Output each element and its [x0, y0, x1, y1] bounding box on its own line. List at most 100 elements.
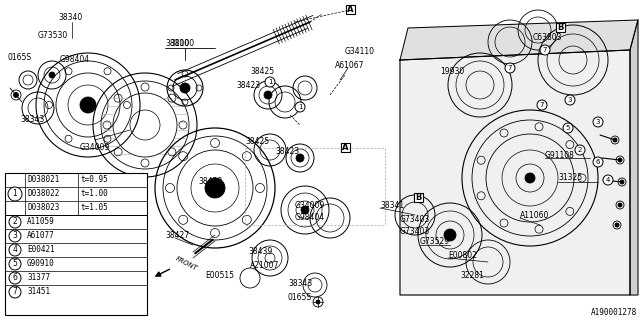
Circle shape: [9, 272, 21, 284]
Text: D038023: D038023: [28, 204, 60, 212]
Text: 3: 3: [568, 97, 572, 103]
Text: 38100: 38100: [165, 38, 189, 47]
Text: 0165S: 0165S: [288, 293, 312, 302]
Circle shape: [296, 154, 304, 162]
Text: FRONT: FRONT: [174, 256, 198, 272]
Text: E00421: E00421: [27, 245, 55, 254]
Circle shape: [505, 63, 515, 73]
Circle shape: [301, 206, 309, 214]
Text: 38340: 38340: [58, 12, 83, 21]
Text: A190001278: A190001278: [591, 308, 637, 317]
Text: 7: 7: [543, 47, 547, 53]
Text: 3: 3: [596, 119, 600, 125]
Text: t=0.95: t=0.95: [80, 175, 108, 185]
Circle shape: [316, 300, 320, 304]
Text: B: B: [557, 23, 564, 32]
Circle shape: [9, 230, 21, 242]
Text: A21007: A21007: [250, 260, 280, 269]
Circle shape: [180, 83, 190, 93]
Text: 38343: 38343: [288, 278, 312, 287]
Circle shape: [525, 173, 535, 183]
Text: C63803: C63803: [533, 34, 563, 43]
Text: t=1.05: t=1.05: [80, 204, 108, 212]
Circle shape: [565, 95, 575, 105]
Text: 38343: 38343: [20, 116, 44, 124]
Text: 4: 4: [13, 245, 17, 254]
Text: G34110: G34110: [345, 47, 375, 57]
Text: 5: 5: [13, 260, 17, 268]
Circle shape: [540, 45, 550, 55]
Circle shape: [295, 102, 305, 112]
Circle shape: [563, 123, 573, 133]
Text: 0165S: 0165S: [8, 52, 32, 61]
Circle shape: [444, 229, 456, 241]
Text: 38100: 38100: [170, 38, 194, 47]
Text: G98404: G98404: [295, 213, 325, 222]
Text: E00802: E00802: [448, 251, 477, 260]
Text: D038021: D038021: [28, 175, 60, 185]
Text: A61067: A61067: [335, 60, 365, 69]
FancyArrowPatch shape: [195, 240, 213, 253]
Circle shape: [620, 180, 624, 184]
Circle shape: [615, 223, 619, 227]
Text: B: B: [415, 193, 422, 202]
Text: t=1.00: t=1.00: [80, 189, 108, 198]
Text: G91108: G91108: [545, 150, 575, 159]
Bar: [556, 23, 565, 32]
Text: 4: 4: [606, 177, 610, 183]
Circle shape: [80, 97, 96, 113]
Text: 38425: 38425: [245, 138, 269, 147]
Text: 7: 7: [540, 102, 544, 108]
Polygon shape: [400, 50, 630, 295]
Circle shape: [13, 92, 19, 98]
Text: 6: 6: [13, 274, 17, 283]
Text: 38341: 38341: [380, 201, 404, 210]
Circle shape: [8, 187, 22, 201]
Circle shape: [9, 216, 21, 228]
Text: G98404: G98404: [60, 55, 90, 65]
Circle shape: [618, 203, 622, 207]
Text: 31377: 31377: [27, 274, 50, 283]
Text: 1: 1: [268, 79, 272, 85]
Text: 38423: 38423: [275, 148, 299, 156]
Circle shape: [49, 72, 55, 78]
Text: D038022: D038022: [28, 189, 60, 198]
Polygon shape: [400, 20, 638, 60]
Text: A11059: A11059: [27, 218, 55, 227]
Text: G34009: G34009: [295, 201, 325, 210]
Text: A: A: [348, 5, 354, 14]
Bar: [5, 173, 147, 215]
Text: E00515: E00515: [205, 270, 234, 279]
Text: 31325: 31325: [558, 173, 582, 182]
Bar: [5, 173, 147, 315]
Text: 38423: 38423: [236, 81, 260, 90]
Circle shape: [603, 175, 613, 185]
Text: G90910: G90910: [27, 260, 55, 268]
Circle shape: [593, 157, 603, 167]
Text: 38439: 38439: [248, 247, 272, 257]
Text: G73403: G73403: [400, 228, 430, 236]
Text: 38425: 38425: [250, 68, 274, 76]
Circle shape: [537, 100, 547, 110]
Bar: [346, 5, 355, 14]
Circle shape: [613, 138, 617, 142]
Circle shape: [264, 91, 272, 99]
Text: 2: 2: [13, 218, 17, 227]
Circle shape: [9, 244, 21, 256]
Text: 31451: 31451: [27, 287, 50, 297]
Circle shape: [9, 258, 21, 270]
Polygon shape: [630, 20, 638, 295]
Circle shape: [205, 178, 225, 198]
Text: 19930: 19930: [440, 68, 464, 76]
Text: 2: 2: [578, 147, 582, 153]
Text: 1: 1: [298, 104, 302, 110]
Text: 3: 3: [13, 231, 17, 241]
Circle shape: [265, 77, 275, 87]
Text: 5: 5: [566, 125, 570, 131]
Text: G73529: G73529: [420, 237, 450, 246]
Circle shape: [9, 286, 21, 298]
Circle shape: [618, 158, 622, 162]
Circle shape: [575, 145, 585, 155]
Text: G73403: G73403: [400, 215, 430, 225]
Text: 38438: 38438: [198, 178, 222, 187]
